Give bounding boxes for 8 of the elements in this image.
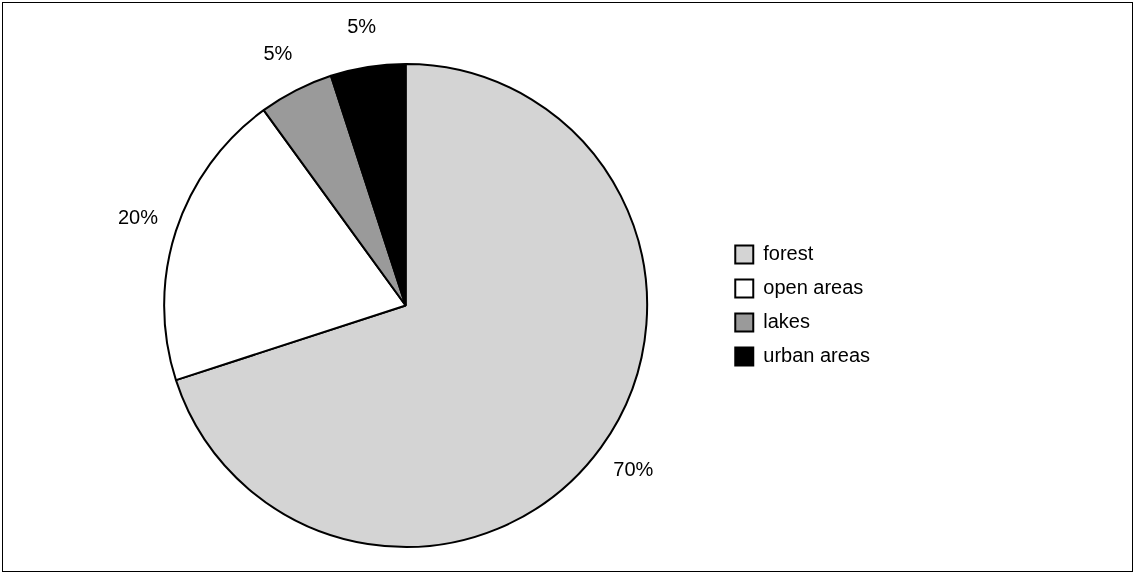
legend-label: lakes <box>763 310 810 333</box>
data-label: 20% <box>117 206 159 229</box>
data-label: 70% <box>613 458 654 481</box>
legend-label: open areas <box>763 276 864 299</box>
data-label: 5% <box>347 14 377 37</box>
legend-label: urban areas <box>763 344 871 367</box>
data-label: 5% <box>263 42 293 65</box>
legend-label: forest <box>763 242 814 265</box>
